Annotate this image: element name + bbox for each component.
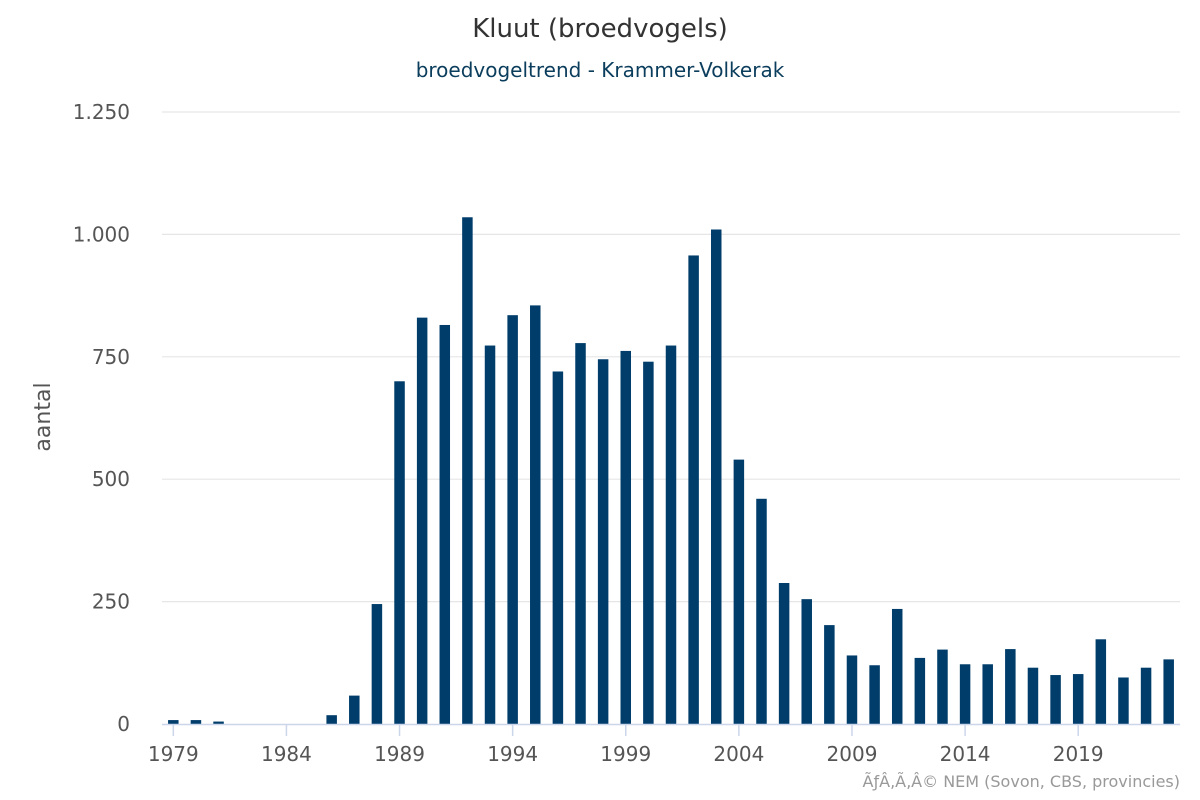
bar-1988[interactable] [371,604,383,724]
bar-2002[interactable] [688,255,699,724]
x-tick-label: 2004 [713,742,764,766]
y-tick-label: 500 [92,467,130,491]
bar-2022[interactable] [1140,667,1152,724]
bar-2013[interactable] [937,649,948,724]
y-axis-ticks: 0 250 500 750 1.000 1.250 [73,100,130,736]
bar-1994[interactable] [507,315,518,724]
bars [168,217,1174,724]
bar-1995[interactable] [530,305,541,724]
bar-2001[interactable] [665,345,677,724]
y-tick-label: 0 [117,712,130,736]
bar-1996[interactable] [552,371,564,724]
bar-2012[interactable] [914,657,926,724]
bar-2021[interactable] [1118,677,1129,724]
credit-text: ÃƒÂ‚Ã‚Â© NEM (Sovon, CBS, provincies) [862,772,1180,791]
y-axis-title: aantal [31,382,56,451]
x-tick-label: 2014 [940,742,991,766]
y-tick-label: 1.000 [73,222,130,246]
bar-1979[interactable] [168,720,179,724]
bar-1986[interactable] [326,715,337,724]
bar-1980[interactable] [190,720,202,724]
bar-2003[interactable] [710,229,722,724]
bar-2018[interactable] [1050,675,1061,724]
x-tick-label: 1984 [261,742,312,766]
bar-1987[interactable] [349,695,360,724]
bar-1990[interactable] [416,317,428,724]
chart-subtitle: broedvogeltrend - Krammer-Volkerak [415,58,785,82]
bar-2000[interactable] [643,361,654,724]
bar-2009[interactable] [846,655,858,724]
bar-1992[interactable] [462,217,473,724]
bar-1993[interactable] [484,345,496,724]
y-tick-label: 250 [92,590,130,614]
x-tick-label: 1989 [374,742,425,766]
bar-2005[interactable] [756,498,767,724]
bar-2016[interactable] [1005,649,1016,724]
bar-1981[interactable] [213,721,224,724]
x-axis: 1979 1984 1989 1994 1999 2004 2009 2014 2019 [148,723,1180,766]
bar-1989[interactable] [394,381,405,724]
bar-2007[interactable] [801,599,812,724]
bar-2023[interactable] [1163,659,1174,724]
bar-2020[interactable] [1095,639,1107,724]
bar-2014[interactable] [959,664,971,724]
bar-2017[interactable] [1027,667,1039,724]
chart-title: Kluut (broedvogels) [472,14,728,44]
x-tick-label: 1994 [487,742,538,766]
bar-1991[interactable] [439,324,451,724]
bar-1997[interactable] [575,343,586,724]
bar-1998[interactable] [597,359,609,724]
bar-2010[interactable] [869,665,880,724]
x-tick-label: 2019 [1053,742,1104,766]
bar-1999[interactable] [620,350,632,724]
bar-2011[interactable] [891,608,903,724]
y-tick-label: 750 [92,345,130,369]
bar-2008[interactable] [824,625,835,724]
x-tick-label: 2009 [827,742,878,766]
bar-2006[interactable] [778,582,790,724]
bar-2015[interactable] [982,664,993,724]
bar-2004[interactable] [733,459,745,724]
x-tick-label: 1979 [148,742,199,766]
bar-2019[interactable] [1072,674,1084,724]
x-tick-label: 1999 [600,742,651,766]
y-tick-label: 1.250 [73,100,130,124]
